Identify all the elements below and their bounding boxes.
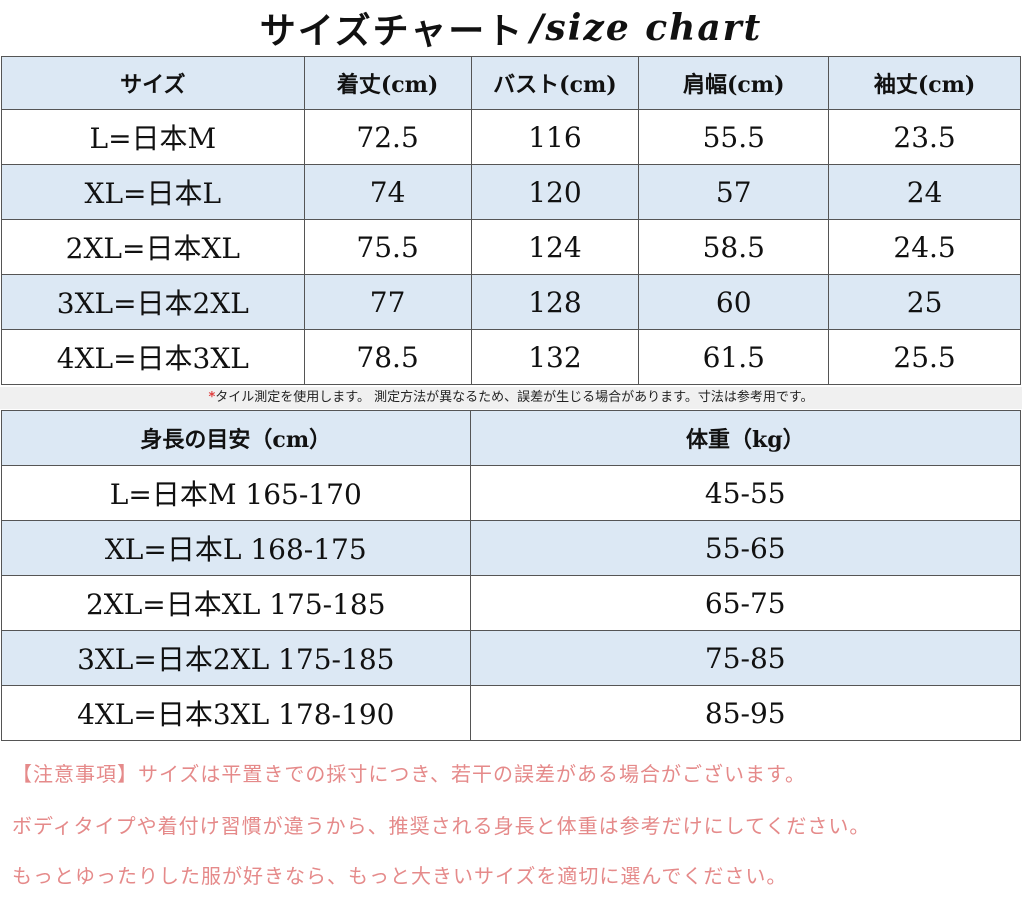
size-table: サイズ 着丈(cm) バスト(cm) 肩幅(cm) 袖丈(cm) L=日本M 7… bbox=[1, 56, 1021, 385]
sleeve-cell: 24.5 bbox=[828, 219, 1021, 275]
measurement-note: *タイル測定を使用します。 測定方法が異なるため、誤差が生じる場合があります。寸… bbox=[0, 387, 1022, 409]
size-cell: L=日本M bbox=[1, 109, 305, 165]
header-bust: バスト(cm) bbox=[470, 56, 640, 110]
caution-line-1: 【注意事項】サイズは平置きでの採寸につき、若干の誤差がある場合がございます。 bbox=[12, 762, 806, 786]
header-height: 身長の目安（cm） bbox=[1, 410, 471, 466]
height-weight-table: 身長の目安（cm） 体重（kg） L=日本M 165-170 45-55 XL=… bbox=[1, 410, 1022, 741]
weight-cell: 55-65 bbox=[469, 520, 1022, 576]
height-table-header: 身長の目安（cm） 体重（kg） bbox=[1, 410, 1022, 466]
height-cell: L=日本M 165-170 bbox=[1, 465, 471, 521]
height-cell: XL=日本L 168-175 bbox=[1, 520, 471, 576]
length-cell: 77 bbox=[303, 274, 472, 330]
table-row: 2XL=日本XL 75.5 124 58.5 24.5 bbox=[1, 219, 1021, 275]
table-row: XL=日本L 168-175 55-65 bbox=[1, 520, 1022, 576]
size-cell: 2XL=日本XL bbox=[1, 219, 305, 275]
table-row: 2XL=日本XL 175-185 65-75 bbox=[1, 575, 1022, 631]
shoulder-cell: 55.5 bbox=[638, 109, 830, 165]
sleeve-cell: 25 bbox=[828, 274, 1021, 330]
weight-cell: 75-85 bbox=[469, 630, 1022, 686]
size-cell: XL=日本L bbox=[1, 164, 305, 220]
header-weight: 体重（kg） bbox=[469, 410, 1022, 466]
size-cell: 4XL=日本3XL bbox=[1, 329, 305, 385]
asterisk-mark: * bbox=[208, 390, 216, 405]
table-row: 3XL=日本2XL 77 128 60 25 bbox=[1, 274, 1021, 330]
title-jp: サイズチャート bbox=[259, 10, 525, 52]
size-table-header: サイズ 着丈(cm) バスト(cm) 肩幅(cm) 袖丈(cm) bbox=[1, 56, 1021, 110]
sleeve-cell: 23.5 bbox=[828, 109, 1021, 165]
chart-title: サイズチャート /size chart bbox=[0, 0, 1022, 56]
bust-cell: 124 bbox=[470, 219, 640, 275]
length-cell: 78.5 bbox=[303, 329, 472, 385]
table-row: 4XL=日本3XL 78.5 132 61.5 25.5 bbox=[1, 329, 1021, 385]
weight-cell: 85-95 bbox=[469, 685, 1022, 741]
height-cell: 3XL=日本2XL 175-185 bbox=[1, 630, 471, 686]
header-size: サイズ bbox=[1, 56, 305, 110]
bust-cell: 132 bbox=[470, 329, 640, 385]
height-cell: 4XL=日本3XL 178-190 bbox=[1, 685, 471, 741]
header-sleeve: 袖丈(cm) bbox=[828, 56, 1021, 110]
caution-line-2: ボディタイプや着付け習慣が違うから、推奨される身長と体重は参考だけにしてください… bbox=[12, 814, 871, 838]
shoulder-cell: 61.5 bbox=[638, 329, 830, 385]
table-row: 4XL=日本3XL 178-190 85-95 bbox=[1, 685, 1022, 741]
shoulder-cell: 60 bbox=[638, 274, 830, 330]
bust-cell: 120 bbox=[470, 164, 640, 220]
table-row: L=日本M 165-170 45-55 bbox=[1, 465, 1022, 521]
note-text: タイル測定を使用します。 測定方法が異なるため、誤差が生じる場合があります。寸法… bbox=[215, 390, 814, 405]
sleeve-cell: 25.5 bbox=[828, 329, 1021, 385]
title-en: /size chart bbox=[530, 7, 763, 49]
length-cell: 74 bbox=[303, 164, 472, 220]
shoulder-cell: 57 bbox=[638, 164, 830, 220]
table-row: 3XL=日本2XL 175-185 75-85 bbox=[1, 630, 1022, 686]
bust-cell: 116 bbox=[470, 109, 640, 165]
table-row: L=日本M 72.5 116 55.5 23.5 bbox=[1, 109, 1021, 165]
shoulder-cell: 58.5 bbox=[638, 219, 830, 275]
bust-cell: 128 bbox=[470, 274, 640, 330]
weight-cell: 65-75 bbox=[469, 575, 1022, 631]
size-cell: 3XL=日本2XL bbox=[1, 274, 305, 330]
length-cell: 72.5 bbox=[303, 109, 472, 165]
table-row: XL=日本L 74 120 57 24 bbox=[1, 164, 1021, 220]
sleeve-cell: 24 bbox=[828, 164, 1021, 220]
weight-cell: 45-55 bbox=[469, 465, 1022, 521]
header-length: 着丈(cm) bbox=[303, 56, 472, 110]
caution-line-3: もっとゆったりした服が好きなら、もっと大きいサイズを適切に選んでください。 bbox=[12, 864, 788, 888]
height-cell: 2XL=日本XL 175-185 bbox=[1, 575, 471, 631]
header-shoulder: 肩幅(cm) bbox=[638, 56, 830, 110]
length-cell: 75.5 bbox=[303, 219, 472, 275]
